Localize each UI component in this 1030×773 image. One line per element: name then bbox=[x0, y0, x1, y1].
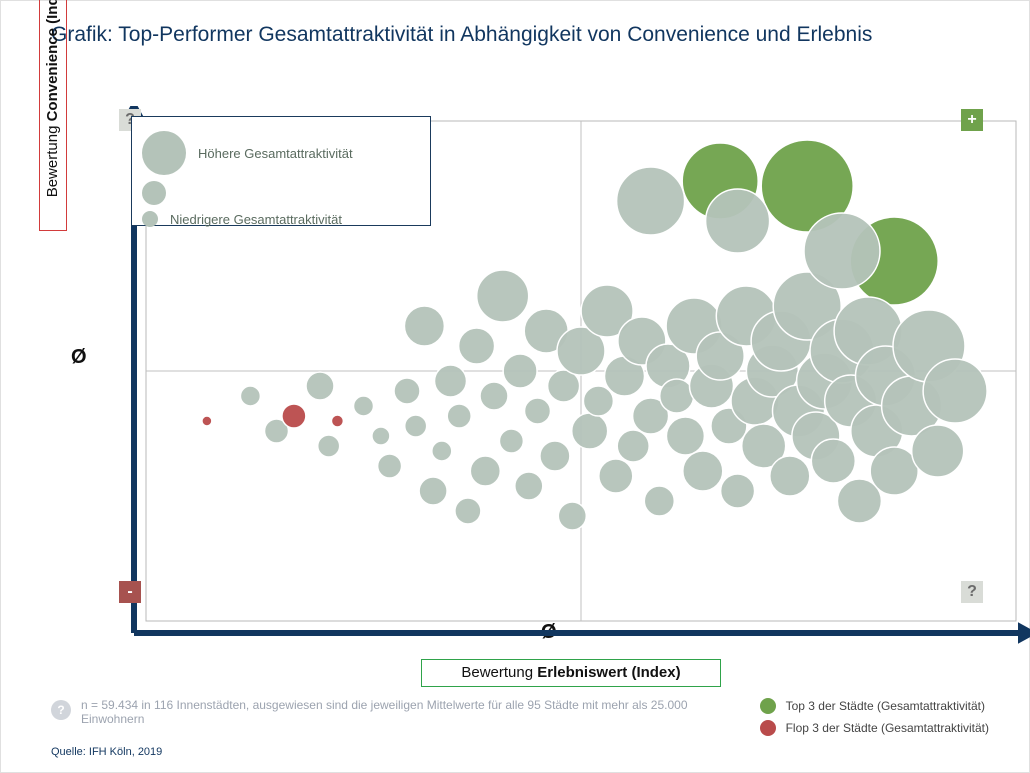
size-legend-circle bbox=[142, 181, 166, 205]
quadrant-badge-bottom-right: ? bbox=[961, 581, 983, 603]
size-legend: Höhere Gesamtattraktivität Niedrigere Ges… bbox=[131, 116, 431, 226]
footnote-text: n = 59.434 in 116 Innenstädten, ausgewie… bbox=[81, 698, 729, 726]
y-axis-label-prefix: Bewertung bbox=[44, 121, 61, 197]
y-axis-avg-symbol: Ø bbox=[71, 346, 87, 369]
size-legend-label: Höhere Gesamtattraktivität bbox=[198, 146, 353, 161]
source-text: Quelle: IFH Köln, 2019 bbox=[51, 746, 162, 758]
chart-title: Grafik: Top-Performer Gesamtattraktivitä… bbox=[51, 21, 989, 49]
color-legend-dot bbox=[760, 698, 776, 714]
x-axis-label-bold: Erlebniswert (Index) bbox=[537, 664, 680, 681]
color-legend-item: Flop 3 der Städte (Gesamtattraktivität) bbox=[760, 720, 989, 736]
size-legend-item bbox=[142, 181, 420, 205]
size-legend-circle bbox=[142, 131, 186, 175]
size-legend-item: Höhere Gesamtattraktivität bbox=[142, 131, 420, 175]
x-axis-label-prefix: Bewertung bbox=[461, 664, 537, 681]
quadrant-badge-top-right: + bbox=[961, 109, 983, 131]
info-icon: ? bbox=[51, 700, 71, 720]
color-legend-label: Top 3 der Städte (Gesamtattraktivität) bbox=[786, 699, 985, 713]
color-legend-dot bbox=[760, 720, 776, 736]
footnote: ? n = 59.434 in 116 Innenstädten, ausgew… bbox=[51, 698, 729, 726]
page: Grafik: Top-Performer Gesamtattraktivitä… bbox=[0, 0, 1030, 773]
quadrant-badge-bottom-left: - bbox=[119, 581, 141, 603]
color-legend-label: Flop 3 der Städte (Gesamtattraktivität) bbox=[786, 721, 989, 735]
y-axis-label-bold: Convenience (Index) bbox=[44, 0, 61, 121]
size-legend-circle bbox=[142, 211, 158, 227]
y-axis-label: Bewertung Convenience (Index) bbox=[39, 0, 67, 231]
color-legend-item: Top 3 der Städte (Gesamtattraktivität) bbox=[760, 698, 989, 714]
size-legend-item: Niedrigere Gesamtattraktivität bbox=[142, 211, 420, 227]
color-legend: Top 3 der Städte (Gesamtattraktivität) Fl… bbox=[760, 692, 989, 742]
size-legend-label: Niedrigere Gesamtattraktivität bbox=[170, 212, 342, 227]
